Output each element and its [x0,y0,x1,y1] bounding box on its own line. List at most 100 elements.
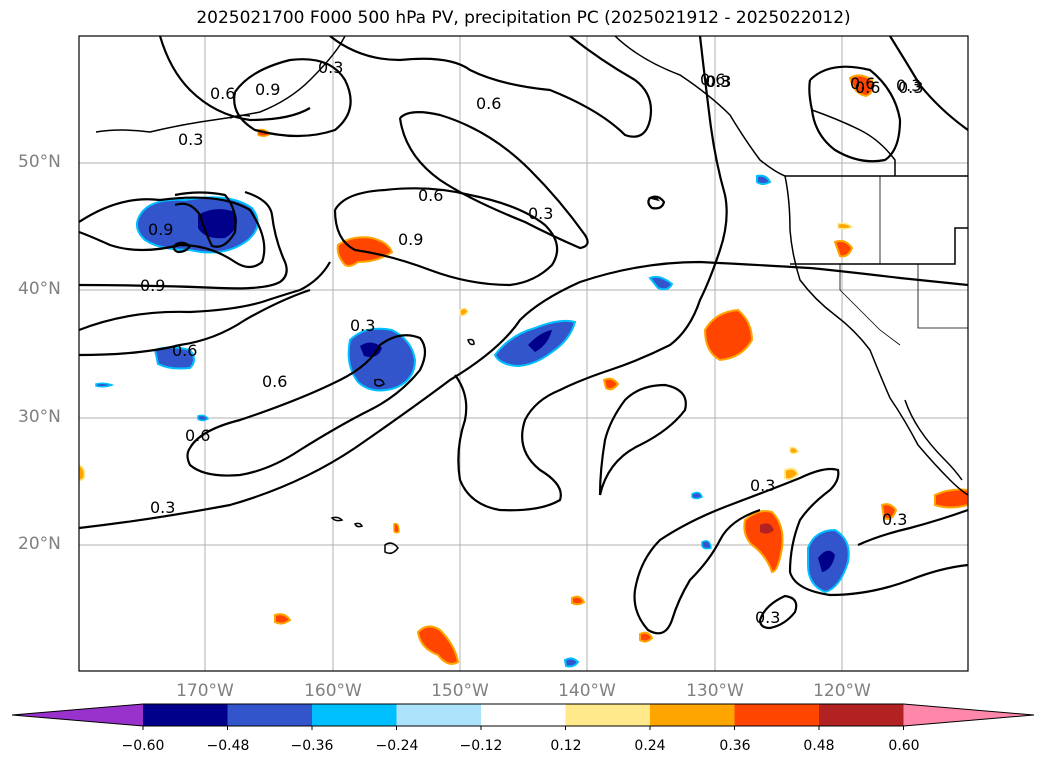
lon-label-170w: 170°W [176,681,234,701]
contour-label: 0.9 [148,220,174,239]
pv-contour [174,191,237,248]
contour-label: 0.9 [398,230,424,249]
precip-blob-neg-core [360,342,382,357]
contour-label: 0.3 [178,130,204,149]
lat-label-30n: 30°N [18,407,61,427]
precip-blob-pos [880,503,898,520]
colorbar-tick: 0.12 [550,738,582,754]
contour-label: 0.6 [185,426,211,445]
colorbar-extend-high [903,704,1034,726]
coastline-baja [904,399,963,481]
precip-negative [95,174,850,668]
map-area [79,36,968,671]
colorbar-bin [481,704,566,726]
lon-label-150w: 150°W [431,681,489,701]
contour-label: 0.3 [896,76,922,95]
contour-label: 0.6 [700,70,726,89]
contour-label: 0.3 [528,204,554,223]
lat-label-40n: 40°N [18,279,61,299]
contour-label: 0.6 [476,94,502,113]
precip-blob-pos [833,239,854,258]
pv-contour [758,594,798,630]
precip-blob-pos [703,308,754,362]
precip-blob-neg [563,657,580,668]
contour-label: 0.3 [350,316,376,335]
lon-label-160w: 160°W [304,681,362,701]
coastline-west-na [784,175,968,496]
contour-label: 0.3 [706,72,732,91]
contour-label: 0.3 [318,58,344,77]
island-hawaii-2 [353,522,364,528]
precip-blob-pos-core [760,523,774,534]
precip-blob-pos [602,377,620,391]
border-us-ca [839,264,901,346]
border-us-states [790,227,968,265]
border-us-south [917,264,968,329]
colorbar-tick: 0.60 [888,738,920,754]
precip-blob-pos [784,467,800,481]
pv-contour [158,36,311,122]
island-small [374,378,385,387]
colorbar-tick: −0.12 [459,738,503,754]
precip-blob-neg [648,275,674,291]
contour-label: 0.9 [255,80,281,99]
pv-contour [79,190,288,290]
colorbar [11,703,1035,730]
precip-blob-neg [756,174,772,185]
colorbar-bin [650,704,735,726]
colorbar-bin [396,704,482,726]
precip-blob-pos [789,446,799,455]
pv-contour [329,36,653,138]
pv-contour [186,334,427,477]
contour-label: 0.6 [855,78,881,97]
precip-blob-neg-core [528,330,552,352]
precip-blob-neg-core [198,209,238,239]
pv-contour [398,111,589,250]
precip-blob-pos [79,464,86,482]
contour-label: 0.6 [418,186,444,205]
contour-label: 0.6 [262,372,288,391]
precip-blob-pos [837,222,854,230]
lon-label-120w: 120°W [813,681,871,701]
island-small [467,338,475,346]
lat-label-20n: 20°N [18,534,61,554]
contour-label: 0.6 [210,84,236,103]
pv-contour [647,195,666,210]
contour-label: 0.3 [882,510,908,529]
pv-contour [598,383,687,496]
precip-blob-pos [459,307,469,317]
colorbar-bin [819,704,904,726]
pv-contour [633,508,761,635]
colorbar-bin [143,704,228,726]
colorbar-bin [734,704,820,726]
lon-label-130w: 130°W [686,681,744,701]
pv-contour [79,196,266,269]
precip-blob-neg [197,414,210,422]
pv-contour [857,508,968,547]
contour-label: 0.3 [755,608,781,627]
contour-label: 0.3 [705,72,731,91]
contour-label: 0.6 [172,341,198,360]
precip-blob-pos [639,631,654,643]
pv-contour [454,36,728,512]
island-hawaii-3 [330,516,344,522]
coastlines [95,36,968,555]
colorbar-bin [227,704,313,726]
lat-label-50n: 50°N [18,152,61,172]
precip-blob-pos [743,510,784,574]
precip-blob-pos [571,595,586,606]
precip-blob-pos [393,522,400,534]
precip-blob-neg [701,540,712,550]
map-frame [78,35,969,672]
island-aleutian [229,114,251,119]
island-small [647,196,660,202]
precip-positive [79,74,968,665]
precip-blob-pos [934,488,968,509]
contour-label: 0.3 [750,476,776,495]
pv-contour [333,187,559,287]
precip-blob-neg-core [818,550,835,572]
pv-contour [79,261,331,332]
colorbar-tick: 0.24 [634,738,666,754]
pv-contour [79,288,311,357]
colorbar-tick: −0.48 [206,738,250,754]
